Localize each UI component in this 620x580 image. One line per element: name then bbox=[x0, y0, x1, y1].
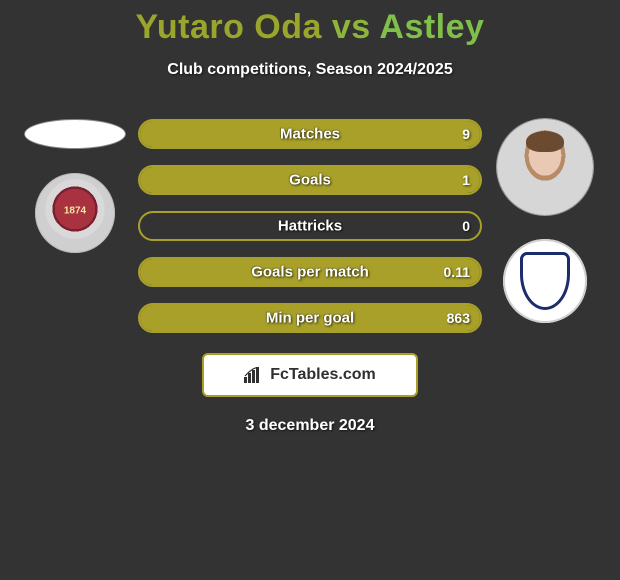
stat-row: Hattricks 0 bbox=[138, 211, 482, 241]
stat-label: Min per goal bbox=[266, 310, 354, 327]
player2-avatar bbox=[497, 119, 593, 215]
player1-avatar-placeholder bbox=[24, 119, 126, 149]
shield-icon bbox=[520, 252, 570, 310]
attribution-text: FcTables.com bbox=[270, 366, 376, 384]
stat-row: Goals 1 bbox=[138, 165, 482, 195]
player1-name: Yutaro Oda bbox=[136, 8, 322, 46]
stat-row: Goals per match 0.11 bbox=[138, 257, 482, 287]
stat-bars: Matches 9 Goals 1 Hattricks 0 Goals per match 0… bbox=[138, 119, 482, 333]
stat-value-right: 1 bbox=[462, 172, 470, 188]
stat-row: Matches 9 bbox=[138, 119, 482, 149]
stat-label: Hattricks bbox=[278, 218, 342, 235]
stat-row: Min per goal 863 bbox=[138, 303, 482, 333]
player1-column bbox=[20, 119, 130, 253]
snapshot-date: 3 december 2024 bbox=[0, 417, 620, 435]
attribution-badge: FcTables.com bbox=[202, 353, 418, 397]
player2-club-crest bbox=[503, 239, 587, 323]
stats-area: Matches 9 Goals 1 Hattricks 0 Goals per match 0… bbox=[0, 119, 620, 333]
stat-value-right: 9 bbox=[462, 126, 470, 142]
stat-label: Matches bbox=[280, 126, 340, 143]
stat-value-right: 0 bbox=[462, 218, 470, 234]
comparison-title: Yutaro Oda vs Astley bbox=[0, 0, 620, 47]
stat-label: Goals per match bbox=[251, 264, 369, 281]
stat-label: Goals bbox=[289, 172, 331, 189]
vs-label: vs bbox=[332, 8, 371, 46]
player2-column bbox=[490, 119, 600, 323]
player1-club-crest bbox=[35, 173, 115, 253]
comparison-subtitle: Club competitions, Season 2024/2025 bbox=[0, 61, 620, 79]
bar-chart-icon bbox=[244, 367, 264, 383]
player2-name: Astley bbox=[379, 8, 484, 46]
stat-value-right: 863 bbox=[447, 310, 470, 326]
stat-value-right: 0.11 bbox=[444, 264, 470, 280]
